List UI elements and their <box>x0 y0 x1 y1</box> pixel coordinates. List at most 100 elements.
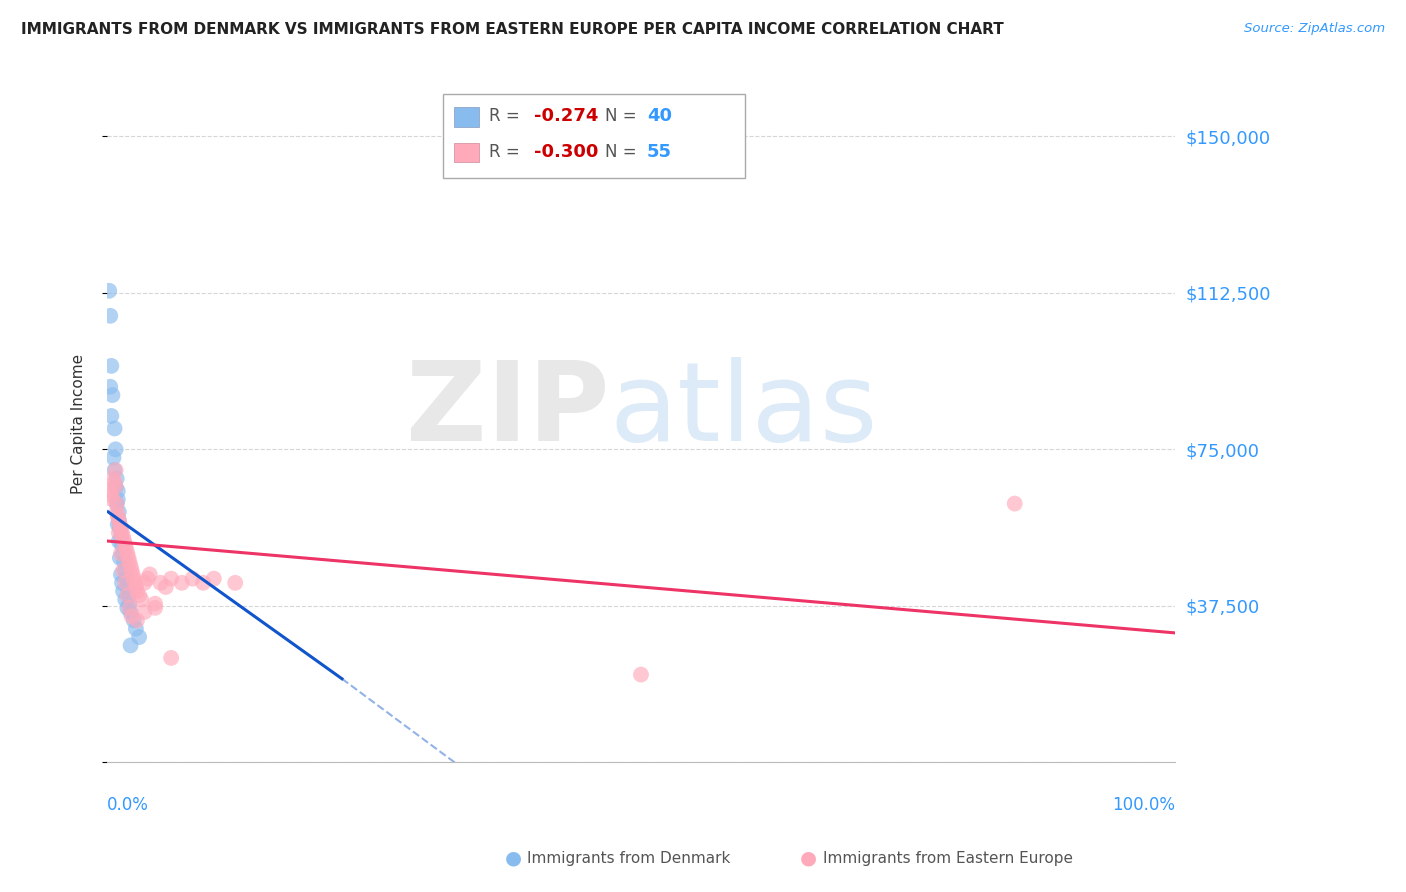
Point <box>125 584 148 599</box>
Point <box>108 513 131 527</box>
Point <box>110 522 132 536</box>
Point <box>108 517 131 532</box>
Point <box>120 559 142 574</box>
Point <box>108 534 131 549</box>
Point <box>111 575 134 590</box>
Text: atlas: atlas <box>609 358 877 464</box>
Point <box>128 588 150 602</box>
Point <box>108 505 131 519</box>
Point <box>143 600 166 615</box>
Point <box>112 530 135 544</box>
Text: R =: R = <box>489 107 526 125</box>
Point <box>143 597 166 611</box>
Point <box>117 588 139 602</box>
Text: Immigrants from Denmark: Immigrants from Denmark <box>527 851 731 865</box>
Point <box>117 600 139 615</box>
Point <box>105 497 128 511</box>
Point <box>103 463 125 477</box>
Point <box>108 513 131 527</box>
Point <box>160 572 183 586</box>
Point <box>120 639 142 653</box>
Point <box>98 380 121 394</box>
Point <box>118 600 141 615</box>
Point <box>114 592 136 607</box>
Point <box>104 480 127 494</box>
Text: 55: 55 <box>647 143 672 161</box>
Point <box>160 651 183 665</box>
Point <box>114 563 136 577</box>
Text: Source: ZipAtlas.com: Source: ZipAtlas.com <box>1244 22 1385 36</box>
Point <box>112 555 135 569</box>
Point <box>103 421 125 435</box>
Point <box>117 547 139 561</box>
Point <box>117 550 139 565</box>
Point <box>103 450 125 465</box>
Point <box>107 483 129 498</box>
Point <box>100 488 122 502</box>
Point <box>121 567 143 582</box>
Point <box>117 580 139 594</box>
Point <box>115 572 138 586</box>
Point <box>155 580 177 594</box>
Point <box>129 592 152 607</box>
Point <box>108 522 131 536</box>
Point <box>107 492 129 507</box>
Point <box>125 613 148 627</box>
Text: 100.0%: 100.0% <box>1112 796 1175 814</box>
Point <box>100 359 122 373</box>
Point <box>122 572 145 586</box>
Point <box>118 597 141 611</box>
Point <box>101 492 124 507</box>
Point <box>149 575 172 590</box>
Point <box>110 530 132 544</box>
Text: Immigrants from Eastern Europe: Immigrants from Eastern Europe <box>823 851 1073 865</box>
Point <box>111 525 134 540</box>
Point <box>118 555 141 569</box>
Point <box>124 575 146 590</box>
Point <box>98 284 121 298</box>
Point <box>111 538 134 552</box>
Point <box>134 605 156 619</box>
Text: 0.0%: 0.0% <box>107 796 149 814</box>
Point <box>125 622 148 636</box>
Text: ●: ● <box>505 848 522 868</box>
Point <box>112 584 135 599</box>
Point <box>115 542 138 557</box>
Point <box>98 309 121 323</box>
Point <box>98 483 121 498</box>
Point <box>193 575 215 590</box>
Point <box>114 575 136 590</box>
Text: R =: R = <box>489 143 526 161</box>
Point <box>104 463 127 477</box>
Point <box>121 609 143 624</box>
Point <box>134 575 156 590</box>
Point <box>630 667 652 681</box>
Point <box>105 497 128 511</box>
Point <box>100 409 122 423</box>
Point <box>110 567 132 582</box>
Text: -0.274: -0.274 <box>534 107 599 125</box>
Point <box>114 538 136 552</box>
Text: -0.300: -0.300 <box>534 143 599 161</box>
Point <box>107 517 129 532</box>
Point <box>103 471 125 485</box>
Point <box>181 572 204 586</box>
Point <box>117 588 139 602</box>
Point <box>105 471 128 485</box>
Point <box>105 505 128 519</box>
Point <box>121 563 143 577</box>
Point <box>122 613 145 627</box>
Point <box>112 563 135 577</box>
Point <box>128 630 150 644</box>
Point <box>202 572 225 586</box>
Text: ZIP: ZIP <box>405 358 609 464</box>
Text: N =: N = <box>605 107 641 125</box>
Text: IMMIGRANTS FROM DENMARK VS IMMIGRANTS FROM EASTERN EUROPE PER CAPITA INCOME CORR: IMMIGRANTS FROM DENMARK VS IMMIGRANTS FR… <box>21 22 1004 37</box>
Point <box>107 509 129 524</box>
Point <box>104 480 127 494</box>
Point <box>112 534 135 549</box>
Y-axis label: Per Capita Income: Per Capita Income <box>72 354 86 494</box>
Point <box>125 580 148 594</box>
Point <box>112 547 135 561</box>
Point <box>108 525 131 540</box>
